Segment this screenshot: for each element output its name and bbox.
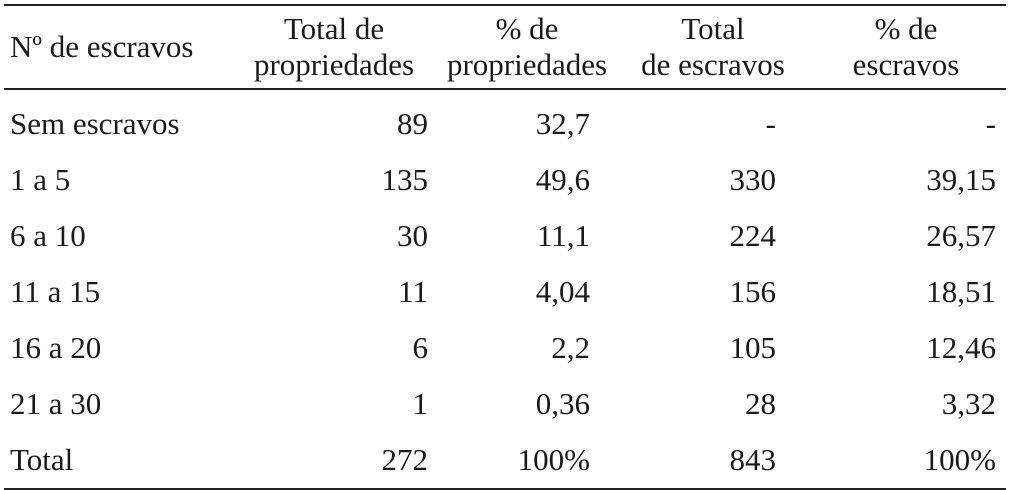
total-escravos-cell: 105 [729, 330, 777, 365]
header-cell-num-escravos: Nº de escravos [4, 5, 234, 89]
data-table-container: Nº de escravos Total de propriedades % d… [4, 4, 1006, 490]
table-row: 6 a 10 30 11,1 224 26,57 [4, 208, 1006, 264]
header-label: Nº de escravos [10, 29, 194, 64]
header-label-line1: Total [681, 11, 745, 46]
pct-escravos-cell: 39,15 [926, 162, 996, 197]
row-label-cell: 21 a 30 [10, 386, 102, 421]
pct-propriedades-cell: 0,36 [535, 386, 590, 421]
total-propriedades-cell: 30 [397, 218, 428, 253]
table-row: 16 a 20 6 2,2 105 12,46 [4, 320, 1006, 376]
header-label-line1: Total de [283, 11, 385, 46]
header-label-line2: de escravos [641, 47, 785, 82]
header-cell-pct-escravos: % de escravos [806, 5, 1006, 89]
pct-escravos-cell: 3,32 [941, 386, 996, 421]
pct-propriedades-cell: 32,7 [535, 106, 590, 141]
table-body: Sem escravos 89 32,7 - - 1 a 5 135 49,6 … [4, 89, 1006, 489]
total-escravos-cell: 224 [729, 218, 777, 253]
row-label-cell: 16 a 20 [10, 330, 102, 365]
header-row: Nº de escravos Total de propriedades % d… [4, 5, 1006, 89]
table-row: Sem escravos 89 32,7 - - [4, 89, 1006, 152]
row-label-cell: Sem escravos [10, 106, 180, 141]
pct-propriedades-cell: 4,04 [535, 274, 590, 309]
total-propriedades-cell: 6 [412, 330, 429, 365]
header-cell-total-propriedades: Total de propriedades [234, 5, 434, 89]
pct-escravos-cell: 100% [923, 442, 996, 477]
row-label-cell: Total [10, 442, 74, 477]
pct-propriedades-cell: 49,6 [535, 162, 590, 197]
total-propriedades-cell: 11 [398, 274, 428, 309]
header-cell-pct-propriedades: % de propriedades [434, 5, 620, 89]
table-header: Nº de escravos Total de propriedades % d… [4, 5, 1006, 89]
header-cell-total-escravos: Total de escravos [620, 5, 806, 89]
table-row: 11 a 15 11 4,04 156 18,51 [4, 264, 1006, 320]
table-row-total: Total 272 100% 843 100% [4, 432, 1006, 489]
total-propriedades-cell: 135 [381, 162, 429, 197]
pct-propriedades-cell: 100% [517, 442, 590, 477]
total-escravos-cell: 330 [729, 162, 777, 197]
total-propriedades-cell: 272 [381, 442, 429, 477]
total-escravos-cell: 156 [729, 274, 777, 309]
total-escravos-cell: 28 [745, 386, 776, 421]
header-label-line1: % de [495, 11, 559, 46]
total-escravos-cell: 843 [729, 442, 777, 477]
total-propriedades-cell: 1 [412, 386, 429, 421]
pct-escravos-cell: 18,51 [926, 274, 996, 309]
pct-escravos-cell: 12,46 [926, 330, 996, 365]
row-label-cell: 1 a 5 [10, 162, 71, 197]
header-label-line1: % de [874, 11, 938, 46]
pct-escravos-cell: 26,57 [926, 218, 996, 253]
pct-propriedades-cell: 11,1 [536, 218, 590, 253]
row-label-cell: 11 a 15 [10, 274, 101, 309]
pct-escravos-cell: - [985, 106, 996, 141]
table-row: 1 a 5 135 49,6 330 39,15 [4, 152, 1006, 208]
row-label-cell: 6 a 10 [10, 218, 86, 253]
pct-propriedades-cell: 2,2 [551, 330, 590, 365]
total-escravos-cell: - [765, 106, 776, 141]
slave-ownership-table: Nº de escravos Total de propriedades % d… [4, 4, 1006, 490]
total-propriedades-cell: 89 [397, 106, 428, 141]
header-label-line2: propriedades [446, 47, 608, 82]
table-row: 21 a 30 1 0,36 28 3,32 [4, 376, 1006, 432]
header-label-line2: propriedades [253, 47, 415, 82]
header-label-line2: escravos [852, 47, 960, 82]
